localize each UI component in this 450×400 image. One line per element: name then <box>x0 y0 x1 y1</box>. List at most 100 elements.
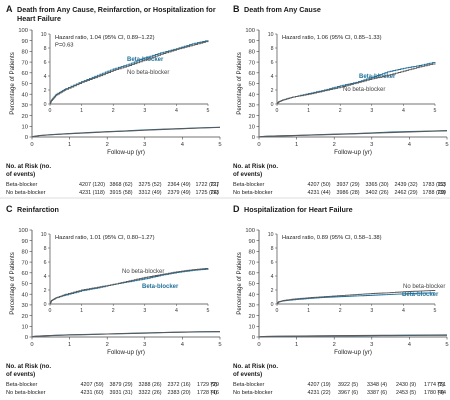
x-tick-label: 1 <box>295 142 298 148</box>
main-curve-no-beta-blocker <box>258 130 448 138</box>
y-tick-label: 100 <box>18 228 28 234</box>
inset-x-tick-label: 0 <box>49 308 52 314</box>
x-tick-label: 3 <box>370 342 373 348</box>
x-tick-label: 1 <box>295 342 298 348</box>
risk-row-label: Beta-blocker <box>6 182 38 188</box>
risk-row-label: No beta-blocker <box>6 190 46 196</box>
inset-background <box>36 231 214 315</box>
risk-table-title: No. at Risk (no. <box>233 363 278 370</box>
risk-cell: 1788 (20) <box>422 190 445 196</box>
risk-cell: 3915 (58) <box>109 190 132 196</box>
risk-cell: 3986 (28) <box>336 190 359 196</box>
panel-d: D Hospitalization for Heart Failure010203… <box>233 204 449 396</box>
risk-row-label: Beta-blocker <box>233 382 265 388</box>
x-tick-label: 4 <box>408 342 412 348</box>
x-axis-label: Follow-up (yr) <box>107 149 145 156</box>
x-axis-label: Follow-up (yr) <box>334 149 372 156</box>
y-tick-label: 10 <box>249 125 255 131</box>
y-tick-label: 100 <box>18 28 28 34</box>
x-tick-label: 2 <box>333 142 336 148</box>
risk-cell: 4231 (44) <box>307 190 330 196</box>
inset-y-tick-label: 4 <box>271 274 274 280</box>
panel-letter: C <box>6 204 13 214</box>
inset-x-tick-label: 4 <box>175 108 178 114</box>
risk-row-label: Beta-blocker <box>233 182 265 188</box>
risk-cell: 734 <box>437 390 446 396</box>
risk-table-title: No. at Risk (no. <box>6 363 51 370</box>
inset-x-tick-label: 2 <box>112 308 115 314</box>
y-tick-label: 10 <box>249 325 255 331</box>
y-tick-label: 20 <box>22 314 28 320</box>
inset-y-tick-label: 2 <box>44 88 47 94</box>
y-tick-label: 90 <box>22 39 28 45</box>
panel-letter: A <box>6 4 13 14</box>
x-tick-label: 0 <box>30 142 33 148</box>
inset-y-tick-label: 4 <box>271 74 274 80</box>
series-label: Beta-blocker <box>142 284 179 290</box>
inset-y-tick-label: 8 <box>44 46 47 52</box>
panel-title-line: Reinfarction <box>17 205 59 214</box>
inset-y-tick-label: 8 <box>44 246 47 252</box>
y-tick-label: 70 <box>22 60 28 66</box>
inset-curve-no-beta-blocker <box>276 289 436 305</box>
y-tick-label: 30 <box>22 103 28 109</box>
risk-row-label: No beta-blocker <box>233 190 273 196</box>
risk-cell: 3922 (5) <box>338 382 358 388</box>
inset-x-tick-label: 5 <box>434 108 437 114</box>
series-label: No beta-blocker <box>122 269 164 275</box>
panel-a: A Death from Any Cause, Reinfarction, or … <box>6 4 222 196</box>
x-tick-label: 4 <box>408 142 412 148</box>
inset-y-tick-label: 6 <box>271 60 274 66</box>
y-axis-label: Percentage of Patients <box>236 52 243 115</box>
risk-cell: 2453 (5) <box>396 390 416 396</box>
y-tick-label: 80 <box>22 50 28 56</box>
y-axis-label: Percentage of Patients <box>9 52 16 115</box>
y-tick-label: 70 <box>249 60 255 66</box>
panel-title-line: Heart Failure <box>17 14 61 23</box>
risk-cell: 3402 (26) <box>365 190 388 196</box>
risk-cell: 3348 (4) <box>367 382 387 388</box>
inset-y-tick-label: 6 <box>44 260 47 266</box>
y-tick-label: 50 <box>249 282 255 288</box>
series-label: No beta-blocker <box>127 70 169 76</box>
risk-cell: 1774 (2) <box>424 382 444 388</box>
inset-background <box>263 31 441 115</box>
risk-cell: 3868 (62) <box>109 182 132 188</box>
y-tick-label: 60 <box>249 71 255 77</box>
y-tick-label: 80 <box>249 50 255 56</box>
y-tick-label: 40 <box>249 92 255 98</box>
risk-cell: 3967 (6) <box>338 390 358 396</box>
inset-x-tick-label: 5 <box>207 108 210 114</box>
inset-curve-no-beta-blocker <box>49 41 209 105</box>
panel-letter: D <box>233 204 240 214</box>
risk-cell: 1725 (24) <box>195 190 218 196</box>
y-tick-label: 100 <box>245 228 255 234</box>
inset-x-tick-label: 5 <box>207 308 210 314</box>
panel-title-line: Hospitalization for Heart Failure <box>244 205 353 214</box>
inset-x-tick-label: 3 <box>370 308 373 314</box>
inset-y-tick-label: 0 <box>271 302 274 308</box>
main-curve-no-beta-blocker <box>258 334 448 338</box>
risk-cell: 751 <box>437 382 446 388</box>
y-tick-label: 50 <box>249 82 255 88</box>
risk-table-title: of events) <box>233 171 262 178</box>
y-tick-label: 10 <box>22 325 28 331</box>
x-tick-label: 4 <box>181 142 185 148</box>
x-tick-label: 1 <box>68 142 71 148</box>
y-tick-label: 30 <box>249 103 255 109</box>
risk-cell: 3312 (49) <box>138 190 161 196</box>
series-label: Beta-blocker <box>359 74 396 80</box>
y-tick-label: 0 <box>252 135 255 141</box>
inset-x-tick-label: 0 <box>276 308 279 314</box>
y-tick-label: 70 <box>249 260 255 266</box>
y-tick-label: 40 <box>249 292 255 298</box>
risk-cell: 3879 (29) <box>109 382 132 388</box>
risk-table-title: No. at Risk (no. <box>6 163 51 170</box>
inset-x-tick-label: 2 <box>112 108 115 114</box>
risk-cell: 739 <box>437 190 446 196</box>
series-label: Beta-blocker <box>402 292 439 298</box>
risk-cell: 3365 (30) <box>365 182 388 188</box>
risk-cell: 3288 (26) <box>138 382 161 388</box>
x-tick-label: 4 <box>181 342 185 348</box>
hazard-ratio-text: P=0.63 <box>55 43 74 49</box>
